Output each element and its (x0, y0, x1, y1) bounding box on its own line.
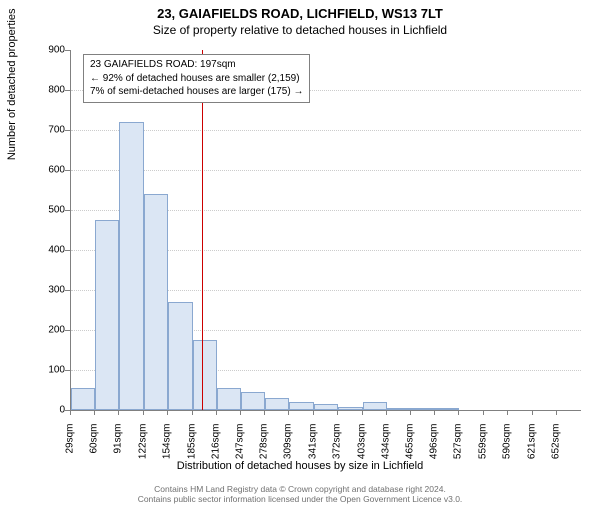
y-tick-mark (65, 90, 70, 91)
histogram-bar (411, 408, 435, 410)
x-tick-label: 621sqm (526, 424, 537, 474)
x-tick-label: 434sqm (380, 424, 391, 474)
histogram-bar (338, 407, 362, 410)
x-tick-mark (507, 410, 508, 415)
x-tick-mark (410, 410, 411, 415)
histogram-bar (265, 398, 289, 410)
x-tick-mark (313, 410, 314, 415)
y-tick-label: 100 (35, 365, 65, 376)
y-tick-mark (65, 130, 70, 131)
x-tick-mark (192, 410, 193, 415)
x-tick-label: 527sqm (453, 424, 464, 474)
x-tick-label: 60sqm (89, 424, 100, 474)
histogram-bar (193, 340, 217, 410)
x-tick-mark (240, 410, 241, 415)
x-tick-label: 29sqm (65, 424, 76, 474)
histogram-bar (217, 388, 241, 410)
x-tick-label: 185sqm (186, 424, 197, 474)
x-tick-mark (288, 410, 289, 415)
y-tick-label: 0 (35, 405, 65, 416)
y-tick-mark (65, 170, 70, 171)
y-tick-label: 400 (35, 245, 65, 256)
x-tick-mark (532, 410, 533, 415)
x-tick-mark (70, 410, 71, 415)
chart-title-main: 23, GAIAFIELDS ROAD, LICHFIELD, WS13 7LT (0, 6, 600, 21)
y-tick-mark (65, 250, 70, 251)
histogram-bar (363, 402, 387, 410)
footer-attribution: Contains HM Land Registry data © Crown c… (0, 484, 600, 504)
x-tick-label: 309sqm (283, 424, 294, 474)
x-tick-label: 341sqm (308, 424, 319, 474)
y-tick-mark (65, 290, 70, 291)
y-tick-label: 600 (35, 165, 65, 176)
footer-line1: Contains HM Land Registry data © Crown c… (0, 484, 600, 494)
x-tick-label: 372sqm (332, 424, 343, 474)
x-tick-mark (483, 410, 484, 415)
x-tick-mark (434, 410, 435, 415)
x-tick-mark (94, 410, 95, 415)
reference-line (202, 50, 203, 410)
histogram-bar (435, 408, 459, 410)
y-tick-mark (65, 50, 70, 51)
x-tick-label: 590sqm (502, 424, 513, 474)
x-tick-label: 559sqm (478, 424, 489, 474)
chart-title-sub: Size of property relative to detached ho… (0, 23, 600, 37)
y-tick-label: 500 (35, 205, 65, 216)
grid-line (71, 170, 581, 171)
x-tick-label: 652sqm (550, 424, 561, 474)
x-tick-label: 247sqm (235, 424, 246, 474)
x-tick-label: 496sqm (429, 424, 440, 474)
x-tick-label: 403sqm (356, 424, 367, 474)
histogram-bar (144, 194, 168, 410)
y-tick-label: 200 (35, 325, 65, 336)
histogram-bar (168, 302, 192, 410)
histogram-bar (289, 402, 313, 410)
y-axis-label: Number of detached properties (6, 9, 18, 161)
x-tick-mark (216, 410, 217, 415)
histogram-bar (119, 122, 143, 410)
annotation-line1: 23 GAIAFIELDS ROAD: 197sqm (90, 58, 303, 72)
x-tick-mark (118, 410, 119, 415)
y-tick-label: 900 (35, 45, 65, 56)
histogram-chart (70, 50, 581, 411)
x-tick-label: 216sqm (210, 424, 221, 474)
x-tick-mark (386, 410, 387, 415)
x-tick-mark (556, 410, 557, 415)
x-tick-label: 122sqm (137, 424, 148, 474)
x-tick-mark (458, 410, 459, 415)
y-tick-label: 800 (35, 85, 65, 96)
annotation-callout: 23 GAIAFIELDS ROAD: 197sqm ← 92% of deta… (83, 54, 310, 103)
footer-line2: Contains public sector information licen… (0, 494, 600, 504)
y-tick-mark (65, 210, 70, 211)
x-tick-mark (167, 410, 168, 415)
histogram-bar (314, 404, 338, 410)
y-tick-mark (65, 330, 70, 331)
histogram-bar (241, 392, 265, 410)
y-tick-label: 700 (35, 125, 65, 136)
annotation-line2: ← 92% of detached houses are smaller (2,… (90, 72, 303, 86)
x-tick-mark (337, 410, 338, 415)
x-tick-mark (264, 410, 265, 415)
x-tick-label: 154sqm (162, 424, 173, 474)
histogram-bar (71, 388, 95, 410)
annotation-line3: 7% of semi-detached houses are larger (1… (90, 85, 303, 99)
grid-line (71, 130, 581, 131)
x-tick-label: 465sqm (405, 424, 416, 474)
x-tick-mark (362, 410, 363, 415)
x-tick-label: 278sqm (259, 424, 270, 474)
y-tick-label: 300 (35, 285, 65, 296)
histogram-bar (387, 408, 411, 410)
y-tick-mark (65, 370, 70, 371)
x-tick-label: 91sqm (113, 424, 124, 474)
x-tick-mark (143, 410, 144, 415)
histogram-bar (95, 220, 119, 410)
